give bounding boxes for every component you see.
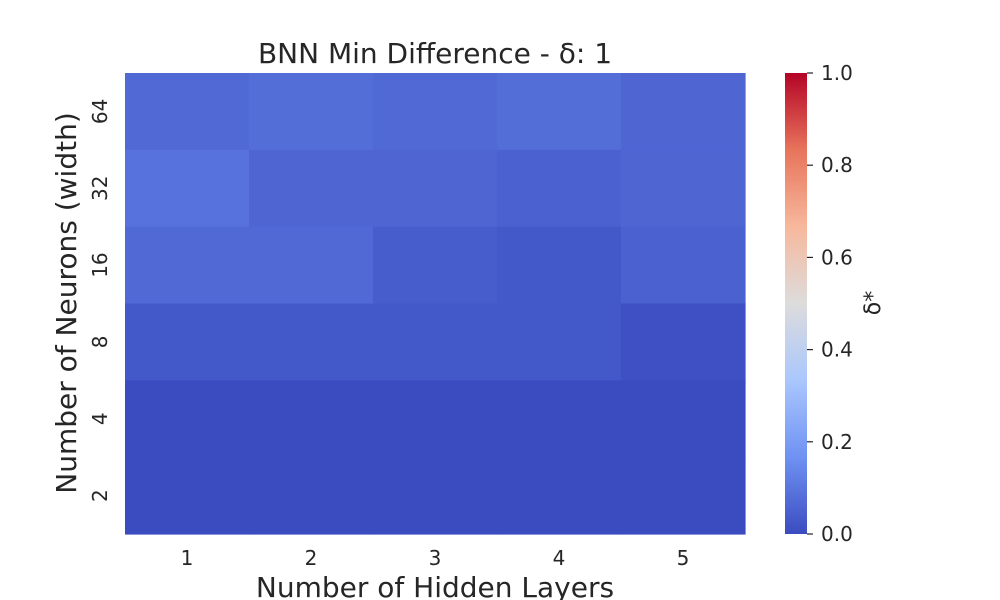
- x-tick-labels: 1 2 3 4 5: [181, 546, 690, 570]
- heatmap-cell: [249, 457, 374, 535]
- heatmap-cell: [249, 303, 374, 381]
- y-tick-label: 32: [88, 176, 112, 201]
- colorbar-tick-label: 1.0: [821, 61, 853, 85]
- colorbar-tick-label: 0.6: [821, 245, 853, 269]
- y-axis-label: Number of Neurons (width): [50, 112, 83, 493]
- heatmap-cell: [373, 226, 498, 305]
- x-tick-label: 3: [429, 546, 442, 570]
- heatmap-cell: [621, 380, 746, 458]
- heatmap-cell: [373, 457, 498, 535]
- heatmap-cell: [249, 73, 374, 151]
- heatmap-cell: [497, 457, 622, 535]
- heatmap-cell: [621, 149, 746, 228]
- heatmap-cell: [497, 380, 622, 458]
- colorbar-tick-label: 0.4: [821, 338, 853, 362]
- heatmap-cell: [497, 226, 622, 305]
- x-tick-label: 1: [181, 546, 194, 570]
- heatmap-cell: [497, 303, 622, 381]
- heatmap-cell: [373, 380, 498, 458]
- heatmap-cell: [125, 73, 250, 151]
- heatmap-cell: [621, 73, 746, 151]
- heatmap-cells: [125, 73, 746, 535]
- heatmap-cell: [373, 303, 498, 381]
- heatmap-cell: [621, 226, 746, 305]
- x-tick-label: 2: [305, 546, 318, 570]
- y-tick-label: 16: [88, 252, 112, 277]
- x-tick-label: 5: [677, 546, 690, 570]
- heatmap-cell: [125, 226, 250, 305]
- colorbar-label: δ*: [861, 291, 886, 315]
- heatmap-cell: [125, 303, 250, 381]
- heatmap-cell: [621, 303, 746, 381]
- heatmap-cell: [373, 149, 498, 228]
- x-tick-label: 4: [553, 546, 566, 570]
- y-tick-label: 64: [88, 99, 112, 124]
- heatmap-cell: [497, 73, 622, 151]
- heatmap-cell: [125, 149, 250, 228]
- heatmap-cell: [249, 226, 374, 305]
- y-tick-labels: 64 32 16 8 4 2: [88, 99, 112, 502]
- heatmap-cell: [497, 149, 622, 228]
- colorbar: [785, 73, 807, 534]
- colorbar-tick-label: 0.2: [821, 430, 853, 454]
- y-tick-label: 2: [88, 489, 112, 502]
- colorbar-tick-label: 0.8: [821, 153, 853, 177]
- y-tick-label: 8: [88, 336, 112, 349]
- x-axis-label: Number of Hidden Layers: [256, 571, 614, 600]
- heatmap-cell: [621, 457, 746, 535]
- colorbar-ticks: 0.0 0.2 0.4 0.6 0.8 1.0: [807, 61, 853, 546]
- heatmap-cell: [373, 73, 498, 151]
- chart-title: BNN Min Difference - δ: 1: [258, 37, 612, 70]
- heatmap-cell: [125, 457, 250, 535]
- colorbar-tick-label: 0.0: [821, 522, 853, 546]
- y-tick-label: 4: [88, 412, 112, 425]
- heatmap-cell: [249, 380, 374, 458]
- heatmap-cell: [125, 380, 250, 458]
- heatmap-cell: [249, 149, 374, 228]
